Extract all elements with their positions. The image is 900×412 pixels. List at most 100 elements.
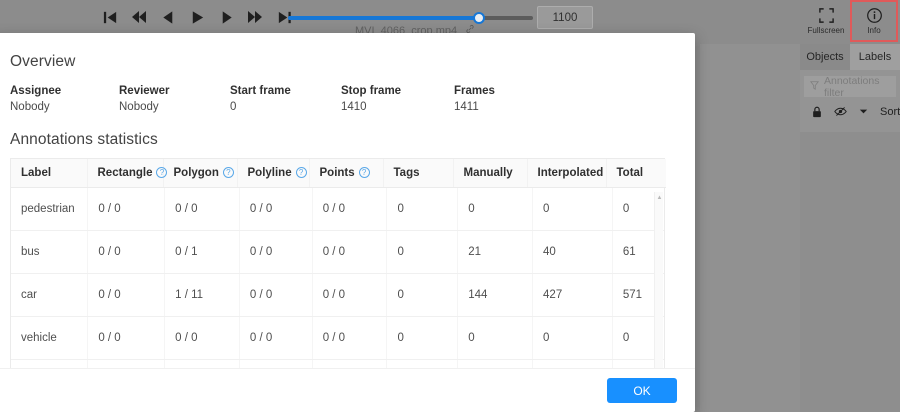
- next-frame-button[interactable]: [216, 5, 236, 29]
- row-value-cell: 0: [457, 316, 534, 360]
- stats-table-header-row: Label Rectangle? Polygon? Polyline? Poin…: [11, 159, 666, 188]
- sidebar-spacer: [700, 44, 800, 412]
- annotations-statistics-table: Label Rectangle? Polygon? Polyline? Poin…: [10, 158, 666, 368]
- table-header-row: Label Rectangle? Polygon? Polyline? Poin…: [11, 159, 666, 188]
- row-value-cell: 0 / 0: [312, 316, 388, 360]
- frame-number-input[interactable]: 1100: [537, 6, 593, 29]
- row-value-cell: 165: [457, 359, 534, 368]
- row-value-cell: 0: [386, 316, 459, 360]
- play-button[interactable]: [187, 5, 207, 29]
- column-header-points: Points?: [309, 159, 384, 188]
- modal-body: Overview Assignee Nobody Reviewer Nobody…: [0, 33, 695, 368]
- ok-button[interactable]: OK: [607, 378, 677, 403]
- link-icon[interactable]: [465, 24, 475, 37]
- rectangle-help-icon[interactable]: ?: [156, 167, 168, 178]
- chevron-down-icon[interactable]: [858, 106, 869, 117]
- reviewer-value: Nobody: [119, 101, 159, 113]
- annotations-statistics-title: Annotations statistics: [10, 131, 158, 148]
- col-label-0: Label: [21, 167, 52, 179]
- frames-value: 1411: [454, 101, 479, 113]
- stop-frame-label: Stop frame: [341, 85, 402, 97]
- frame-slider[interactable]: [288, 10, 533, 26]
- start-frame-label: Start frame: [230, 85, 291, 97]
- sidebar-icon-row: Sort: [800, 97, 900, 126]
- lock-icon[interactable]: [811, 106, 823, 118]
- fullscreen-button[interactable]: Fullscreen: [802, 0, 850, 42]
- col-label-6: Manually: [463, 167, 513, 179]
- col-label-1: Rectangle: [97, 167, 153, 179]
- previous-frame-button[interactable]: [158, 5, 178, 29]
- fast-forward-button[interactable]: [245, 5, 265, 29]
- row-value-cell: 1 / 12: [164, 359, 240, 368]
- rewind-button[interactable]: [129, 5, 149, 29]
- eye-hidden-icon[interactable]: [834, 105, 847, 118]
- overview-field-stop-frame: Stop frame 1410: [341, 85, 454, 113]
- scrollbar-up-arrow[interactable]: ▲: [656, 194, 663, 201]
- annotations-filter-input[interactable]: Annotations filter: [804, 75, 896, 99]
- row-value-cell: 0 / 0: [239, 273, 313, 317]
- column-header-rectangle: Rectangle?: [87, 159, 168, 188]
- row-value-cell: 0 / 0: [87, 316, 166, 360]
- row-value-cell: 0 / 0: [312, 359, 388, 368]
- objects-sidebar: Objects Labels Annotations filter Sort: [800, 44, 900, 412]
- row-label-cell: Total: [11, 359, 89, 368]
- row-value-cell: 427: [532, 273, 613, 317]
- col-label-5: Tags: [393, 167, 420, 179]
- column-header-polygon: Polygon?: [163, 159, 238, 188]
- row-value-cell: 21: [457, 230, 534, 274]
- row-value-cell: 40: [532, 230, 613, 274]
- frames-label: Frames: [454, 85, 495, 97]
- polygon-help-icon[interactable]: ?: [222, 167, 234, 178]
- row-value-cell: 0: [386, 359, 459, 368]
- overview-field-reviewer: Reviewer Nobody: [119, 85, 230, 113]
- col-label-8: Total: [616, 167, 644, 179]
- column-header-polyline: Polyline?: [237, 159, 310, 188]
- polyline-help-icon[interactable]: ?: [295, 167, 307, 178]
- row-value-cell: 0: [386, 273, 459, 317]
- first-frame-button[interactable]: [100, 5, 120, 29]
- row-value-cell: 0 / 0: [87, 188, 166, 231]
- info-icon: [866, 7, 883, 26]
- row-value-cell: 0: [386, 188, 459, 231]
- sort-label: Sort: [880, 105, 900, 118]
- row-value-cell: 0: [386, 230, 459, 274]
- assignee-value: Nobody: [10, 101, 50, 113]
- row-value-cell: 0 / 1: [164, 230, 240, 274]
- row-value-cell: 0: [532, 316, 613, 360]
- filter-icon: [809, 80, 820, 93]
- row-value-cell: 0 / 0: [87, 230, 166, 274]
- row-value-cell: 0 / 0: [312, 273, 388, 317]
- assignee-label: Assignee: [10, 85, 62, 97]
- row-value-cell: 0 / 0: [239, 316, 313, 360]
- row-value-cell: 0 / 0: [312, 188, 388, 231]
- tab-labels[interactable]: Labels: [850, 44, 900, 70]
- info-label: Info: [867, 26, 881, 35]
- reviewer-label: Reviewer: [119, 85, 170, 97]
- top-right-tools: Fullscreen Info: [802, 0, 898, 44]
- info-button[interactable]: Info: [850, 0, 898, 42]
- column-header-label: Label: [11, 159, 88, 188]
- row-value-cell: 1 / 11: [164, 273, 240, 317]
- table-scrollbar[interactable]: ▲ ▼: [654, 192, 663, 368]
- col-label-4: Points: [319, 167, 355, 179]
- row-value-cell: 0 / 0: [87, 359, 166, 368]
- tab-objects[interactable]: Objects: [800, 44, 850, 70]
- sidebar-tabs: Objects Labels: [800, 44, 900, 70]
- row-value-cell: 144: [457, 273, 534, 317]
- row-value-cell: 0: [532, 188, 613, 231]
- overview-fields: Assignee Nobody Reviewer Nobody Start fr…: [10, 85, 677, 113]
- row-value-cell: 0 / 0: [87, 273, 166, 317]
- overview-field-assignee: Assignee Nobody: [10, 85, 119, 113]
- row-value-cell: 0 / 0: [239, 359, 313, 368]
- col-label-3: Polyline: [247, 167, 292, 179]
- points-help-icon[interactable]: ?: [358, 167, 370, 178]
- slider-handle[interactable]: [473, 12, 486, 24]
- row-value-cell: 0 / 0: [239, 230, 313, 274]
- row-value-cell: 0: [457, 188, 534, 231]
- playback-controls: [100, 2, 294, 32]
